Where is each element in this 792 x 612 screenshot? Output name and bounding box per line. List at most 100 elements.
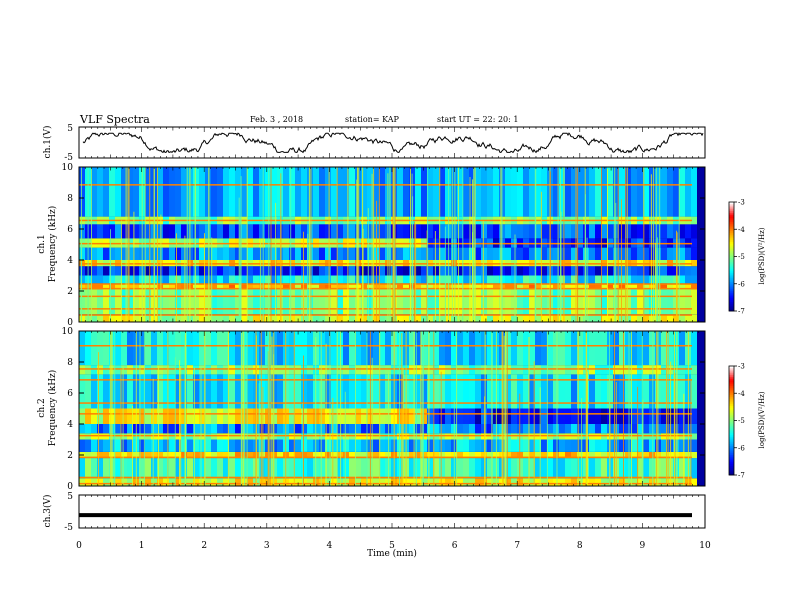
impulse-streak [560,167,561,322]
spectrogram-cell [259,478,265,487]
spectrogram-cell [553,283,559,290]
colorbar-swatch [729,429,734,432]
spectrogram-cell [679,331,685,366]
spectrogram-cell [625,458,631,479]
spectrogram-cell [169,224,175,239]
spectrogram-cell [373,424,379,434]
spectrogram-cell [133,266,139,276]
narrowband-line [79,287,692,290]
spectrogram-cell [307,331,313,366]
impulse-streak [402,367,404,486]
narrowband-line [79,476,692,479]
spectrogram-cell [553,266,559,276]
spectrogram-cell [193,374,199,409]
spectrogram-cell [349,408,355,424]
spectrogram-cell [157,331,163,366]
spectrogram-cell [415,283,421,290]
colorbar-swatch [729,464,734,467]
spectrogram-cell [307,408,313,424]
spectrogram-cell [169,331,175,366]
colorbar-swatch [729,292,734,296]
impulse-streak [204,331,206,486]
spectrogram-cell [565,224,571,239]
spectrogram-cell [217,439,223,452]
impulse-streak [149,167,151,322]
spectrogram-cell [469,424,475,434]
ch3-ytick-top: 5 [67,492,73,502]
spectrogram-cell [631,408,637,424]
spectrogram-cell [133,283,139,290]
ytick-label: 8 [67,358,73,368]
impulse-streak [285,331,287,486]
spectrogram-cell [325,439,331,452]
spectrogram-cell [427,247,433,260]
impulse-streak [329,331,331,486]
spectrogram-cell [547,331,553,366]
spectrogram-cell [367,266,373,276]
spectrogram-cell [295,408,301,424]
spectrogram-cell [493,266,499,276]
spectrogram-cell [445,365,451,375]
impulse-streak [420,331,422,486]
spectrogram-cell [307,283,313,290]
spectrogram-cell [193,283,199,290]
spectrogram-cell [259,314,265,323]
spectrogram-cell [97,314,103,323]
colorbar-swatch [729,375,734,378]
spectrogram-cell [247,458,253,479]
colorbar-swatch [729,447,734,450]
spectrogram-cell [295,289,301,315]
spectrogram-cell [127,247,133,260]
colorbar-tick-label: -7 [738,472,745,480]
spectrogram-cell [367,247,373,260]
spectrogram-cell [349,247,355,260]
colorbar-swatch [729,232,734,236]
spectrogram-cell [493,314,499,323]
spectrogram-cell [109,266,115,276]
spectrogram-cell [337,266,343,276]
spectrogram-cell [505,374,511,409]
spectrogram-cell [217,283,223,290]
spectrogram-cell [469,451,475,459]
spectrogram-cell [523,424,529,434]
spectrogram-cell [349,275,355,284]
spectrogram-cell [523,289,529,315]
spectrogram-cell [259,247,265,260]
spectrogram-cell [289,167,295,217]
spectrogram-cell [265,275,271,284]
spectrogram-cell [667,314,673,323]
narrowband-line [79,379,692,381]
spectrogram-cell [661,478,667,487]
spectrogram-cell [289,266,295,276]
spectrogram-cell [619,365,625,375]
spectrogram-cell [409,331,415,366]
spectrogram-cell [475,458,481,479]
spectrogram-cell [673,408,679,424]
spectrogram-cell [199,167,205,217]
spectrogram-cell [607,167,613,217]
spectrogram-cell [475,283,481,290]
spectrogram-cell [643,374,649,409]
spectrogram-cell [115,408,121,424]
spectrogram-cell [325,365,331,375]
spectrogram-cell [211,289,217,315]
spectrogram-cell [217,424,223,434]
spectrogram-cell [127,224,133,239]
spectrogram-cell [475,374,481,409]
spectrogram-cell [427,289,433,315]
impulse-streak [411,173,413,322]
spectrogram-cell [421,451,427,459]
impulse-streak [141,167,143,322]
narrowband-line [79,413,692,415]
spectrogram-cell [295,283,301,290]
spectrogram-cell [607,283,613,290]
spectrogram-cell [415,458,421,479]
colorbar-swatch [729,251,734,254]
spectrogram-cell [259,408,265,424]
spectrogram-cell [415,247,421,260]
spectrogram-cell [565,451,571,459]
spectrogram-cell [457,331,463,366]
spectrogram-cell [439,289,445,315]
spectrogram-cell [433,167,439,217]
impulse-streak [451,167,453,322]
